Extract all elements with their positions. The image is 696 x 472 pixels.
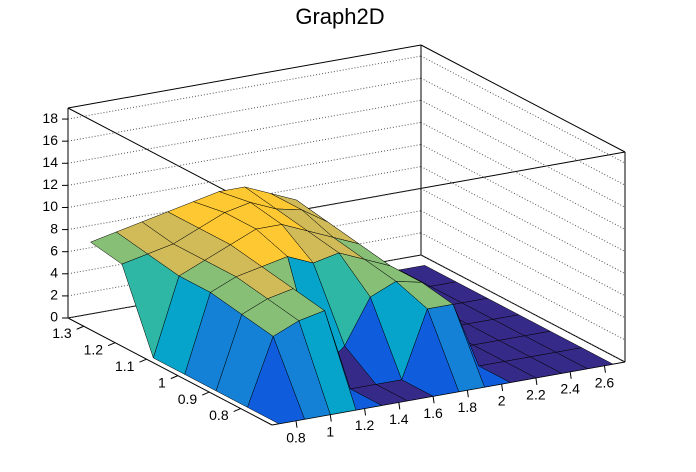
y-tick	[139, 358, 147, 363]
x-tick-label: 0.8	[286, 429, 306, 445]
x-tick	[603, 365, 606, 373]
x-tick	[329, 414, 332, 422]
z-tick-label: 12	[42, 176, 58, 192]
box-edge	[67, 317, 273, 426]
x-tick	[569, 371, 572, 379]
y-tick-label: 1.3	[52, 325, 72, 341]
grid-line	[67, 77, 422, 142]
y-tick	[76, 325, 84, 330]
x-tick-label: 1.2	[355, 417, 375, 433]
z-tick-label: 10	[42, 198, 58, 214]
y-tick	[170, 375, 179, 380]
y-tick	[202, 391, 210, 396]
grid-line	[420, 55, 626, 164]
x-tick	[295, 420, 298, 428]
x-tick-label: 1	[326, 423, 334, 439]
y-tick	[107, 342, 116, 347]
box-edge	[420, 44, 626, 153]
x-tick	[535, 377, 538, 385]
grid-line	[420, 144, 626, 252]
x-tick-label: 1.6	[423, 405, 443, 421]
y-tick-label: 0.9	[178, 391, 198, 407]
x-tick	[364, 408, 367, 416]
grid-line	[420, 77, 626, 186]
z-tick-label: 2	[50, 287, 58, 303]
grid-line	[67, 121, 422, 186]
x-tick-label: 2.4	[560, 380, 580, 396]
y-tick-label: 1	[158, 374, 166, 390]
z-tick-label: 4	[50, 264, 58, 280]
surface-cell	[247, 335, 305, 425]
z-tick-label: 18	[42, 110, 58, 126]
grid-line	[67, 55, 422, 120]
x-tick-label: 2.6	[595, 374, 615, 390]
z-tick-label: 14	[42, 154, 58, 170]
y-tick-label: 0.8	[209, 407, 229, 423]
grid-line	[420, 121, 626, 230]
grid-line	[67, 99, 422, 164]
z-tick-label: 16	[42, 132, 58, 148]
z-tick-label: 6	[50, 242, 58, 258]
x-tick	[501, 383, 504, 392]
z-tick-label: 0	[50, 309, 58, 325]
grid-line	[420, 99, 626, 208]
x-tick	[398, 402, 401, 410]
chart-title: Graph2D	[295, 4, 384, 29]
y-tick	[233, 408, 241, 412]
x-tick-label: 2.2	[526, 387, 546, 403]
x-tick	[466, 390, 469, 398]
x-tick	[432, 396, 435, 404]
y-tick-label: 1.1	[115, 358, 135, 374]
x-tick-label: 1.8	[458, 399, 478, 415]
x-tick-label: 2	[498, 393, 506, 409]
y-tick-label: 1.2	[84, 341, 104, 357]
x-tick-label: 1.4	[389, 411, 409, 427]
box-edge	[67, 44, 422, 109]
box-edge	[420, 254, 626, 363]
z-tick-label: 8	[50, 220, 58, 236]
